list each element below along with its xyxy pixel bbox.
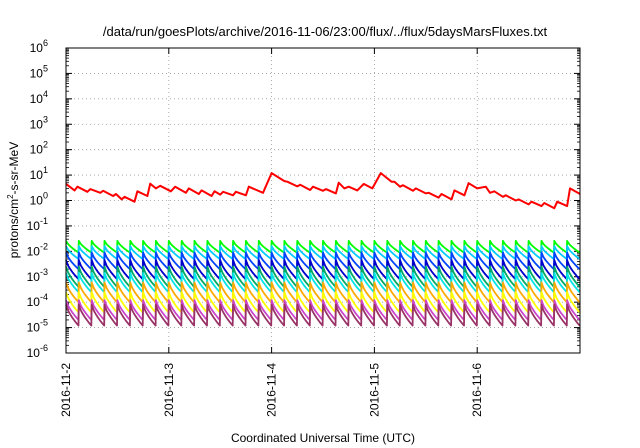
x-tick-label: 2016-11-6 xyxy=(470,363,484,417)
y-tick-label: 10-3 xyxy=(27,267,48,284)
x-tick-label: 2016-11-4 xyxy=(265,363,279,417)
y-tick-label: 10-1 xyxy=(27,216,48,233)
y-tick-label: 10-4 xyxy=(27,292,48,309)
y-tick-label: 104 xyxy=(30,89,48,106)
series-layer xyxy=(65,172,581,327)
series-line xyxy=(65,303,581,327)
y-tick-label: 10-2 xyxy=(27,241,48,258)
y-tick-label: 10-6 xyxy=(27,343,48,360)
y-axis-label-pre: protons/cm xyxy=(7,199,21,258)
chart-title: /data/run/goesPlots/archive/2016-11-06/2… xyxy=(103,24,548,39)
y-tick-label: 103 xyxy=(30,114,48,131)
x-tick-label: 2016-11-5 xyxy=(367,363,381,417)
x-tick-label: 2016-11-2 xyxy=(59,363,73,417)
x-tick-label: 2016-11-3 xyxy=(162,363,176,417)
y-axis-ticks: 10-6 10-5 10-4 10-3 10-2 10-1 100 101 102 103 104 1… xyxy=(27,38,580,360)
y-tick-label: 100 xyxy=(30,191,48,208)
y-tick-label: 101 xyxy=(30,165,48,182)
y-tick-label: 102 xyxy=(30,140,48,157)
y-axis-label: protons/cm2-s-sr-MeV xyxy=(6,142,21,258)
y-tick-label: 10-5 xyxy=(27,318,48,335)
y-axis-label-post: -s-sr-MeV xyxy=(7,142,21,195)
y-axis-label-sup: 2 xyxy=(6,194,15,199)
x-axis-label: Coordinated Universal Time (UTC) xyxy=(231,431,415,445)
series-line xyxy=(65,172,581,210)
y-tick-label: 105 xyxy=(30,63,48,80)
plot-frame xyxy=(65,47,581,354)
y-tick-label: 106 xyxy=(30,38,48,55)
